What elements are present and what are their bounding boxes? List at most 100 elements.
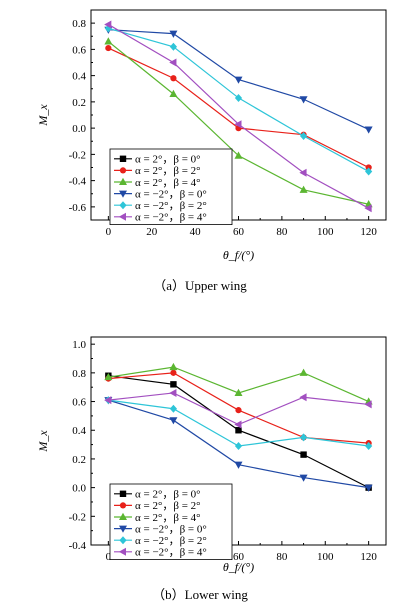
data-point: [104, 372, 113, 381]
data-point: [234, 151, 243, 159]
y-tick-label: -0.2: [69, 149, 86, 161]
data-point: [105, 44, 112, 52]
legend-label: α = 2°，β = 2°: [135, 165, 201, 177]
legend-label: α = 2°，β = 0°: [135, 154, 201, 166]
data-point: [234, 420, 242, 429]
data-point: [234, 120, 242, 129]
series-1: [105, 369, 372, 447]
data-point: [299, 96, 308, 104]
x-tick-label: 60: [233, 551, 245, 563]
legend: α = 2°，β = 0°α = 2°，β = 2°α = 2°，β = 4°α…: [109, 148, 233, 225]
y-tick-label: 0.2: [72, 454, 86, 466]
data-point: [170, 75, 177, 82]
data-point: [170, 369, 177, 376]
data-point: [234, 388, 243, 396]
data-point: [234, 93, 243, 102]
data-point: [234, 442, 243, 451]
x-tick-label: 120: [360, 226, 377, 238]
series-5: [104, 388, 372, 429]
legend-marker: [118, 547, 126, 556]
legend-marker: [118, 212, 126, 221]
data-point: [300, 451, 307, 458]
legend-label: α = −2°，β = 0°: [135, 523, 207, 535]
data-point: [364, 204, 372, 213]
legend-label: α = 2°，β = 2°: [135, 500, 201, 512]
series-2: [104, 362, 373, 405]
legend-label: α = 2°，β = 4°: [135, 177, 201, 189]
y-tick-label: 0.0: [72, 123, 86, 135]
y-tick-label: -0.6: [69, 202, 87, 214]
data-point: [169, 404, 178, 413]
data-point: [365, 167, 373, 176]
legend-marker: [119, 502, 127, 509]
y-tick-label: 0.2: [72, 97, 86, 109]
x-tick-label: 100: [317, 226, 334, 238]
legend-box: [109, 148, 233, 225]
data-point: [169, 388, 177, 397]
y-tick-label: 0.8: [72, 368, 86, 380]
x-tick-label: 0: [106, 551, 112, 563]
x-tick-label: 80: [276, 226, 288, 238]
x-tick-label: 60: [233, 226, 245, 238]
panel-upper-wing: 0 20 40 60 80 100 120 -0.6 -0.4 -0.2 0.0 0.2 0.4 0.6 0…: [36, 9, 387, 293]
x-tick-label: 20: [146, 226, 158, 238]
legend-label: α = 2°，β = 4°: [135, 512, 201, 524]
x-tick-label: 120: [360, 551, 377, 563]
x-tick-label: 40: [190, 226, 202, 238]
legend-label: α = −2°，β = 0°: [135, 188, 207, 200]
y-tick-label: -0.4: [69, 540, 87, 552]
data-point: [299, 132, 308, 140]
data-point: [234, 461, 243, 469]
data-point: [299, 474, 308, 482]
legend-marker: [119, 490, 127, 497]
legend-label: α = −2°，β = 4°: [135, 547, 207, 559]
data-point: [169, 362, 178, 371]
data-point: [169, 58, 177, 67]
y-tick-label: -0.4: [69, 176, 87, 188]
legend-box: [109, 483, 233, 560]
data-point: [169, 42, 178, 51]
data-point: [299, 368, 308, 376]
y-tick-label: -0.2: [69, 511, 86, 523]
x-tick-label: 0: [106, 226, 112, 238]
series-5: [104, 20, 372, 213]
x-axis-label: θ_f/(°): [223, 560, 254, 574]
y-axis-label: M_x: [36, 430, 50, 453]
legend-marker: [119, 155, 127, 162]
panel-caption: （b）Lower wing: [152, 587, 248, 602]
data-point: [235, 427, 242, 434]
panel-lower-wing: 020406080100120-0.4-0.20.00.20.40.60.81.…: [36, 336, 387, 602]
data-point: [104, 396, 112, 405]
x-tick-label: 80: [276, 551, 288, 563]
data-point: [364, 484, 373, 492]
data-point: [234, 76, 243, 84]
y-tick-label: 0.4: [72, 425, 86, 437]
y-tick-label: 0.8: [72, 18, 86, 30]
legend-marker: [119, 536, 127, 545]
x-tick-label: 100: [317, 551, 334, 563]
data-point: [169, 417, 178, 425]
data-point: [299, 185, 308, 193]
data-point: [299, 433, 308, 442]
y-axis-label: M_x: [36, 104, 50, 127]
panel-caption: （a）Upper wing: [153, 278, 247, 293]
data-point: [104, 20, 112, 29]
y-tick-label: 0.6: [72, 44, 86, 56]
y-tick-label: 0.4: [72, 71, 86, 83]
x-axis-label: θ_f/(°): [223, 248, 254, 262]
series-3: [104, 26, 373, 134]
legend-marker: [119, 177, 127, 185]
data-point: [364, 126, 373, 134]
legend-label: α = −2°，β = 2°: [135, 535, 207, 547]
data-point: [169, 30, 178, 38]
data-point: [170, 381, 177, 388]
y-tick-label: 1.0: [72, 339, 86, 351]
data-point: [169, 89, 178, 97]
data-point: [299, 168, 307, 177]
legend-marker: [119, 512, 127, 520]
y-tick-label: 0.0: [72, 483, 86, 495]
legend-label: α = −2°，β = 2°: [135, 200, 207, 212]
data-point: [299, 393, 307, 402]
legend-label: α = −2°，β = 4°: [135, 212, 207, 224]
